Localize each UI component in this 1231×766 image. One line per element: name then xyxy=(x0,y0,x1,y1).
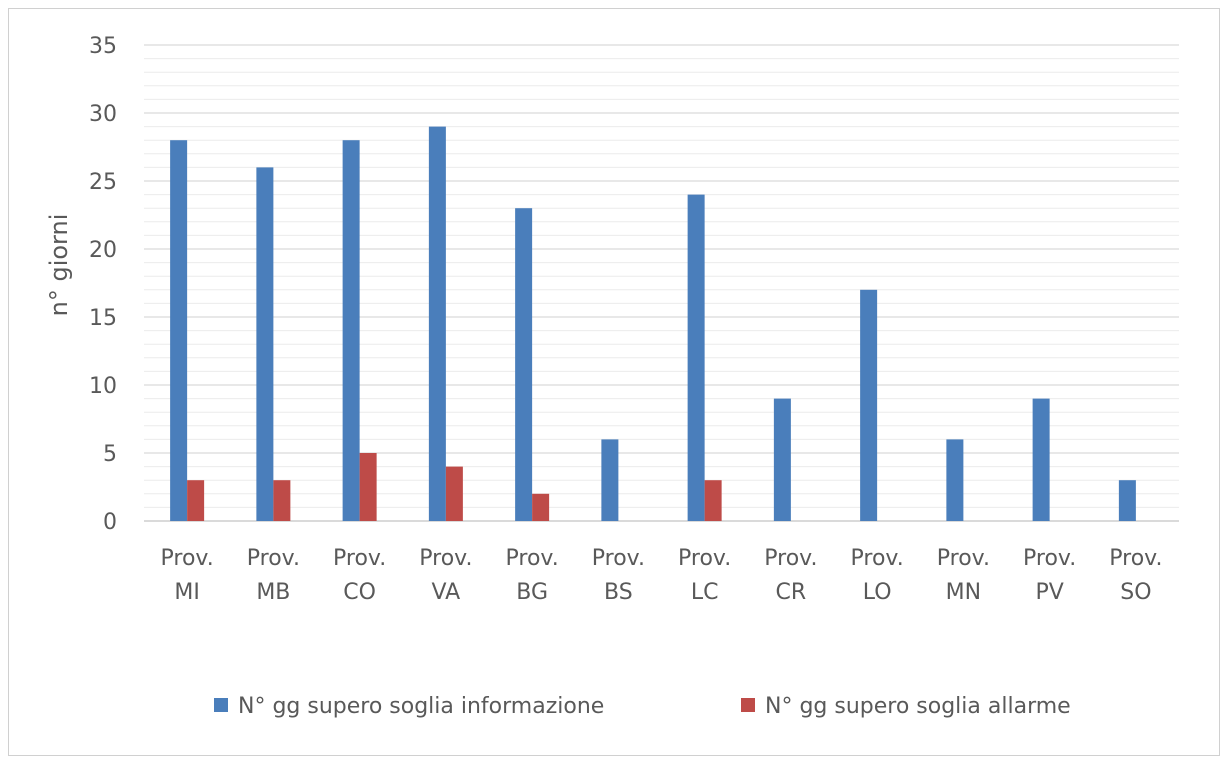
x-category-label: Prov. SO xyxy=(1109,546,1162,605)
y-tick-label: 30 xyxy=(89,102,117,127)
bar-allarme xyxy=(359,453,377,521)
x-category-label: Prov. BG xyxy=(506,546,559,605)
x-category-label: Prov. MI xyxy=(161,546,214,605)
bar-informazione xyxy=(601,439,619,521)
y-tick-label: 25 xyxy=(89,170,117,195)
bar-informazione xyxy=(170,140,188,521)
bar-informazione xyxy=(687,194,705,521)
bars xyxy=(170,126,1136,521)
y-axis-title: n° giorni xyxy=(45,214,73,317)
bar-allarme xyxy=(273,480,291,521)
x-category-label: Prov. CR xyxy=(764,546,817,605)
y-tick-label: 10 xyxy=(89,374,117,399)
bar-informazione xyxy=(342,140,360,521)
bar-allarme xyxy=(704,480,722,521)
bar-informazione xyxy=(515,208,533,521)
x-axis-categories: Prov. MI Prov. MB Prov. CO Prov. VA Prov. BG Prov.… xyxy=(161,546,1163,605)
y-tick-label: 0 xyxy=(103,510,117,535)
legend: N° gg supero soglia informazione N° gg su… xyxy=(214,694,1071,719)
x-category-label: Prov. MB xyxy=(247,546,300,605)
y-axis-ticks: 0 5 10 15 20 25 30 35 xyxy=(89,34,117,535)
bar-allarme xyxy=(187,480,205,521)
x-category-label: Prov. BS xyxy=(592,546,645,605)
bar-allarme xyxy=(532,493,550,521)
legend-swatch xyxy=(214,698,228,712)
bar-informazione xyxy=(773,398,791,521)
bar-informazione xyxy=(946,439,964,521)
y-tick-label: 35 xyxy=(89,34,117,59)
bar-informazione xyxy=(256,167,274,521)
x-category-label: Prov. VA xyxy=(419,546,472,605)
bar-informazione xyxy=(1118,480,1136,521)
x-category-label: Prov. LC xyxy=(678,546,731,605)
x-category-label: Prov. CO xyxy=(333,546,386,605)
gridlines xyxy=(144,44,1179,522)
y-tick-label: 20 xyxy=(89,238,117,263)
bar-informazione xyxy=(428,126,446,521)
x-category-label: Prov. LO xyxy=(851,546,904,605)
y-tick-label: 15 xyxy=(89,306,117,331)
y-tick-label: 5 xyxy=(103,442,117,467)
bar-allarme xyxy=(445,466,463,521)
legend-label: N° gg supero soglia informazione xyxy=(238,694,604,719)
bar-informazione xyxy=(860,289,878,521)
chart-frame: 0 5 10 15 20 25 30 35 Prov. MI Prov. MB Prov. CO Prov… xyxy=(8,8,1220,756)
x-category-label: Prov. MN xyxy=(937,546,990,605)
bar-informazione xyxy=(1032,398,1050,521)
legend-swatch xyxy=(741,698,755,712)
legend-label: N° gg supero soglia allarme xyxy=(765,694,1071,719)
x-category-label: Prov. PV xyxy=(1023,546,1076,605)
